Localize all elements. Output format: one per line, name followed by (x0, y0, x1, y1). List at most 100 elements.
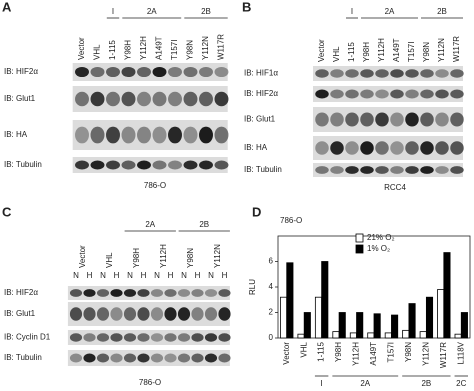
blot-band (110, 333, 123, 342)
blot-band (168, 66, 182, 78)
group-label: 2A (360, 379, 370, 388)
lane-label: T157I (170, 40, 179, 60)
blot-band (330, 166, 344, 174)
group-label: 2B (199, 220, 209, 229)
lane-label: A149T (155, 36, 164, 60)
blot-band (420, 141, 434, 155)
blot-band (106, 160, 120, 170)
condition-label: H (195, 271, 201, 280)
blot-band (183, 91, 198, 107)
panel-letter: C (2, 204, 12, 219)
blot-band (177, 333, 191, 342)
x-tick-label: L118V (456, 341, 465, 364)
blot-band (204, 289, 218, 297)
blot-band (450, 112, 464, 127)
condition-label: H (141, 271, 147, 280)
blot-band (199, 66, 213, 78)
bar (373, 313, 381, 339)
blot-band (450, 69, 464, 78)
blot-band (199, 91, 213, 107)
blot-band (435, 166, 449, 174)
condition-label: N (154, 271, 160, 280)
blot-band (75, 91, 89, 107)
bar (425, 296, 434, 339)
bar (408, 303, 416, 339)
bar (402, 329, 410, 339)
blot-band (360, 69, 374, 78)
x-tick-label: Y112N (421, 342, 430, 366)
x-tick-label: 1-115 (317, 341, 326, 361)
blot-band (375, 141, 389, 155)
blot-band (110, 353, 123, 363)
lane-label: Y98H (362, 42, 371, 62)
blot-band (75, 126, 89, 144)
blot-band (75, 66, 89, 78)
blot-band (150, 289, 164, 297)
blot-band (137, 160, 151, 170)
panel-letter: D (252, 204, 261, 219)
y-tick-label: 4 (269, 282, 274, 291)
bar (338, 312, 346, 339)
blot-band (420, 166, 434, 174)
blot-band (168, 126, 182, 144)
blot-band (345, 166, 359, 174)
blot-band (390, 166, 404, 174)
blot-label: IB: HIF2α (4, 67, 38, 76)
blot-band (345, 141, 359, 155)
lane-label: A149T (392, 38, 401, 62)
blot-band (360, 166, 374, 174)
blot-band (330, 112, 344, 127)
bar (419, 331, 427, 339)
lane-label: Vector (77, 37, 86, 60)
blot-band (315, 166, 329, 174)
bar (443, 252, 451, 339)
blot-label: IB: HIF1α (244, 69, 278, 78)
blot-band (360, 112, 374, 127)
legend-label: 1% O₂ (367, 244, 390, 253)
blot-label: IB: HIF2α (244, 89, 278, 98)
condition-label: N (73, 271, 79, 280)
blot-band (137, 126, 151, 144)
blot-band (218, 333, 231, 342)
blot-band (123, 353, 137, 363)
legend-label: 21% O₂ (367, 233, 395, 242)
blot-label: IB: Glut1 (244, 115, 276, 124)
blot-band (330, 141, 344, 155)
blot-label: IB: Cyclin D1 (4, 333, 51, 342)
blot-band (106, 126, 120, 144)
blot-band (123, 289, 137, 297)
group-label: I (112, 7, 114, 16)
blot-band (183, 160, 198, 170)
blot-band (191, 307, 204, 321)
bar (280, 296, 288, 339)
lane-label: Y112H (139, 36, 148, 60)
condition-label: H (168, 271, 174, 280)
blot-band (315, 89, 329, 99)
blot-band (199, 160, 213, 170)
blot-label: IB: Tubulin (244, 165, 282, 174)
group-label: 2B (421, 379, 431, 388)
y-axis-label: RLU (248, 279, 257, 295)
blot-band (137, 289, 150, 297)
blot-band (204, 333, 218, 342)
blot-band (106, 66, 120, 78)
blot-band (106, 91, 120, 107)
cell-line: 786-O (144, 181, 166, 190)
legend-swatch (355, 233, 364, 243)
condition-label: N (100, 271, 106, 280)
bar (460, 312, 468, 339)
bar (384, 332, 392, 339)
blot-band (121, 91, 136, 107)
blot-band (390, 112, 404, 127)
bar (367, 332, 375, 339)
blot-label: IB: Tubulin (4, 353, 42, 362)
blot-band (330, 89, 344, 99)
x-tick-label: Vector (282, 342, 291, 365)
group-label: 2A (385, 7, 395, 16)
blot-band (152, 126, 167, 144)
blot-band (390, 141, 404, 155)
blot-band (137, 66, 151, 78)
blot-band (121, 66, 136, 78)
blot-band (152, 160, 167, 170)
